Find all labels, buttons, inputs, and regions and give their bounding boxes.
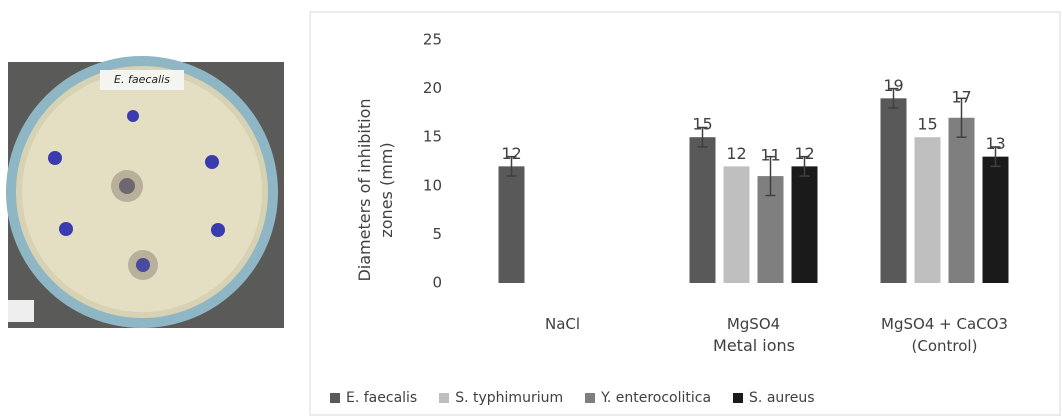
data-label: 13 xyxy=(985,134,1005,153)
data-label: 12 xyxy=(726,144,746,163)
y-tick-label: 0 xyxy=(432,274,442,292)
legend-swatch xyxy=(330,393,340,403)
bar xyxy=(499,166,525,283)
data-label: 15 xyxy=(917,115,937,134)
bar xyxy=(915,137,941,283)
x-tick-label: MgSO4 + CaCO3 (Control) xyxy=(875,313,1015,357)
legend-swatch xyxy=(733,393,743,403)
data-label: 12 xyxy=(501,144,521,163)
data-label: 15 xyxy=(692,115,712,134)
y-tick-label: 15 xyxy=(423,128,442,146)
legend-item: S. typhimurium xyxy=(439,390,563,406)
bar xyxy=(690,137,716,283)
legend-swatch xyxy=(585,393,595,403)
legend-label: S. aureus xyxy=(749,390,814,406)
data-label: 17 xyxy=(951,87,971,106)
bar xyxy=(983,157,1009,283)
x-axis-label: Metal ions xyxy=(654,336,854,355)
petri-photo: E. faecalis xyxy=(6,56,284,328)
data-label: 12 xyxy=(794,144,814,163)
bar xyxy=(724,166,750,283)
bar xyxy=(881,98,907,283)
bar xyxy=(792,166,818,283)
y-tick-label: 5 xyxy=(432,225,442,243)
legend: E. faecalis S. typhimurium Y. enterocoliti… xyxy=(330,390,1050,406)
legend-item: E. faecalis xyxy=(330,390,417,406)
photo-label: E. faecalis xyxy=(114,73,170,86)
data-label: 19 xyxy=(883,76,903,95)
legend-item: S. aureus xyxy=(733,390,814,406)
x-tick-label: NaCl xyxy=(493,313,633,335)
data-label: 11 xyxy=(760,146,780,165)
x-tick-label: MgSO4 xyxy=(684,313,824,335)
legend-item: Y. enterocolitica xyxy=(585,390,711,406)
y-tick-label: 10 xyxy=(423,176,442,194)
y-axis-label: Diameters of inhibition zones (mm) xyxy=(354,40,398,340)
bar xyxy=(949,118,975,283)
legend-label: S. typhimurium xyxy=(455,390,563,406)
legend-swatch xyxy=(439,393,449,403)
y-tick-label: 20 xyxy=(423,79,442,97)
legend-label: Y. enterocolitica xyxy=(601,390,711,406)
page: E. faecalis 0 5 10 15 20 25 12 15 19 12 15 11 17 12 13… xyxy=(0,0,1062,417)
legend-label: E. faecalis xyxy=(346,390,417,406)
y-tick-label: 25 xyxy=(423,31,442,49)
